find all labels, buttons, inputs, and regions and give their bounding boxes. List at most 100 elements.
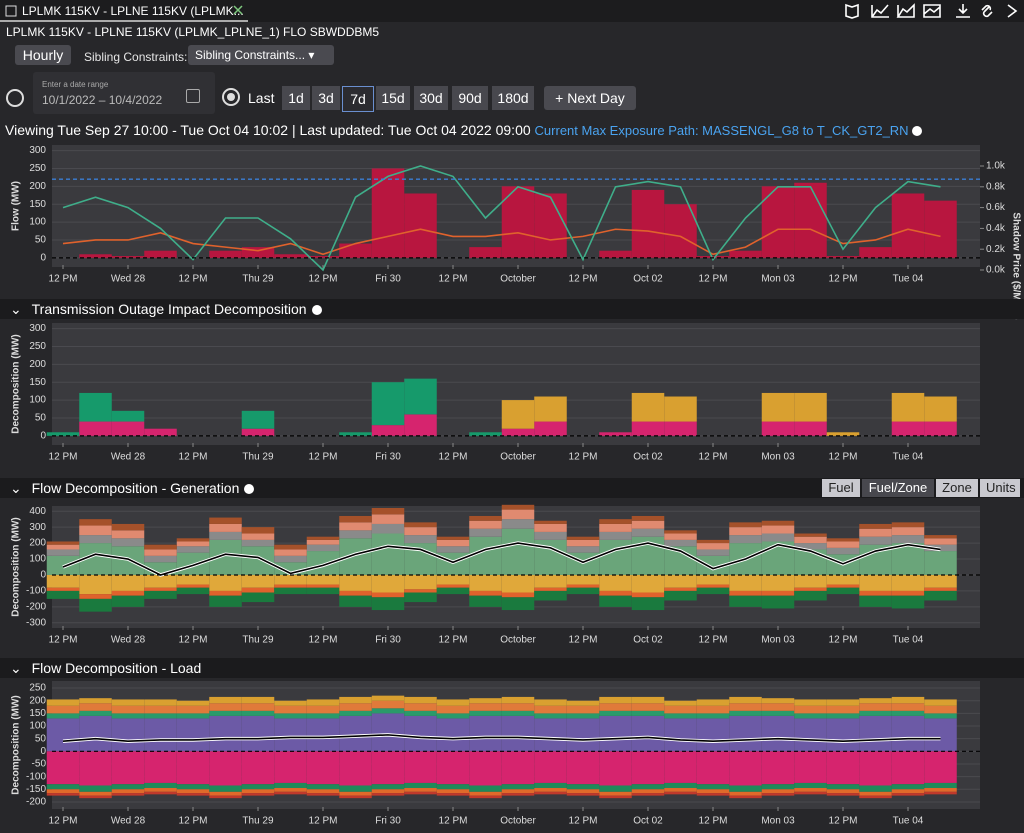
bar — [274, 718, 307, 752]
bar — [209, 785, 242, 792]
y-tick-label: 200 — [29, 538, 46, 549]
y-tick-label: 300 — [29, 522, 46, 533]
status: Viewing Tue Sep 27 10:00 - Tue Oct 04 10… — [5, 122, 923, 138]
series-group — [46, 504, 957, 612]
info-icon[interactable] — [311, 305, 322, 315]
bar — [696, 699, 730, 706]
bar — [46, 587, 80, 591]
line-icon[interactable] — [871, 4, 889, 18]
bar — [534, 718, 567, 752]
bar — [924, 718, 957, 752]
chart-icon[interactable] — [923, 4, 941, 18]
bar — [371, 592, 405, 598]
series-group — [46, 378, 957, 436]
bar — [144, 590, 177, 599]
range-button[interactable]: 7d — [342, 86, 374, 112]
radio-date-range[interactable] — [6, 89, 24, 107]
bar — [371, 508, 405, 515]
bar — [794, 543, 827, 550]
x-tick-label: Oct 02 — [633, 635, 663, 646]
bar — [404, 710, 437, 716]
bar — [859, 751, 892, 786]
bar — [696, 543, 730, 550]
bar — [761, 520, 795, 526]
bar — [176, 538, 210, 542]
constraint-name: LPLMK 115KV - LPLNE 115KV (LPLMK_LPLNE_1… — [6, 25, 380, 39]
range-button[interactable]: 90d — [452, 86, 488, 110]
bar — [761, 392, 795, 422]
y-tick-label: -100 — [26, 586, 46, 597]
bar — [79, 698, 112, 704]
radio-last[interactable] — [222, 88, 240, 106]
bar — [404, 791, 437, 795]
bar — [794, 705, 827, 714]
bar — [631, 520, 665, 529]
tab[interactable]: LPLMK 115KV - LPLNE 115KV (LPLMK... — [0, 0, 248, 22]
y-tick-label: -300 — [26, 617, 46, 628]
bar — [79, 715, 112, 752]
info-icon[interactable] — [244, 484, 255, 494]
bar — [696, 587, 730, 595]
y2-tick-label: 0.8k — [986, 181, 1006, 192]
granularity-button[interactable]: Hourly — [15, 45, 71, 65]
view-button[interactable]: Zone — [936, 479, 978, 497]
bar — [859, 590, 892, 596]
tab-close[interactable] — [233, 5, 243, 15]
info-icon[interactable] — [912, 126, 923, 136]
range-button[interactable]: 3d — [312, 86, 340, 110]
view-button[interactable]: Fuel — [822, 479, 860, 497]
range-button[interactable]: 1d — [282, 86, 310, 110]
bar — [339, 751, 372, 786]
sibling-select[interactable]: Sibling Constraints... ▾ — [188, 45, 334, 65]
bar — [794, 536, 827, 544]
line — [62, 228, 941, 256]
bar — [209, 517, 242, 524]
bar — [176, 718, 210, 752]
bar — [339, 715, 372, 752]
bar — [794, 533, 827, 537]
bar — [826, 432, 860, 436]
y-tick-label: 250 — [29, 341, 46, 352]
bar — [79, 574, 112, 595]
bar — [761, 710, 795, 716]
bar — [501, 751, 535, 785]
exposure-path[interactable]: Current Max Exposure Path: MASSENGL_G8 t… — [534, 123, 909, 138]
x-tick-label: Fri 30 — [375, 635, 401, 646]
bar — [306, 584, 340, 588]
calendar-icon[interactable] — [186, 89, 200, 103]
bar — [469, 536, 502, 575]
panel-title: Transmission Outage Impact Decomposition — [31, 301, 307, 317]
y-tick-label: 50 — [35, 413, 47, 424]
bar — [696, 539, 730, 544]
next-day-button[interactable]: + Next Day — [544, 86, 636, 110]
download-icon[interactable] — [956, 4, 970, 18]
y2-tick-label: 0.0k — [986, 265, 1006, 276]
area-icon[interactable] — [896, 3, 915, 18]
bar — [794, 718, 827, 752]
y-tick-label: 0 — [40, 252, 46, 263]
link-icon[interactable] — [981, 4, 993, 18]
bar — [826, 793, 860, 796]
bar — [436, 574, 470, 585]
bar — [501, 428, 535, 436]
bar — [534, 788, 567, 792]
bar — [826, 584, 860, 588]
map-icon[interactable] — [845, 3, 859, 19]
bar — [599, 574, 632, 591]
range-button[interactable]: 30d — [414, 86, 448, 110]
bar — [144, 555, 177, 563]
view-button[interactable]: Fuel/Zone — [862, 479, 934, 497]
date-range-input[interactable] — [33, 72, 215, 114]
view-button[interactable]: Units — [980, 479, 1020, 497]
range-button[interactable]: 15d — [376, 86, 410, 110]
y-tick-label: 300 — [29, 145, 46, 156]
bar — [729, 715, 762, 752]
bar — [241, 574, 275, 588]
bar — [241, 703, 275, 711]
y2-tick-label: 0.6k — [986, 202, 1006, 213]
range-button[interactable]: 180d — [492, 86, 534, 110]
share-icon[interactable] — [1007, 4, 1018, 18]
bar — [534, 574, 567, 588]
bar — [111, 421, 145, 436]
